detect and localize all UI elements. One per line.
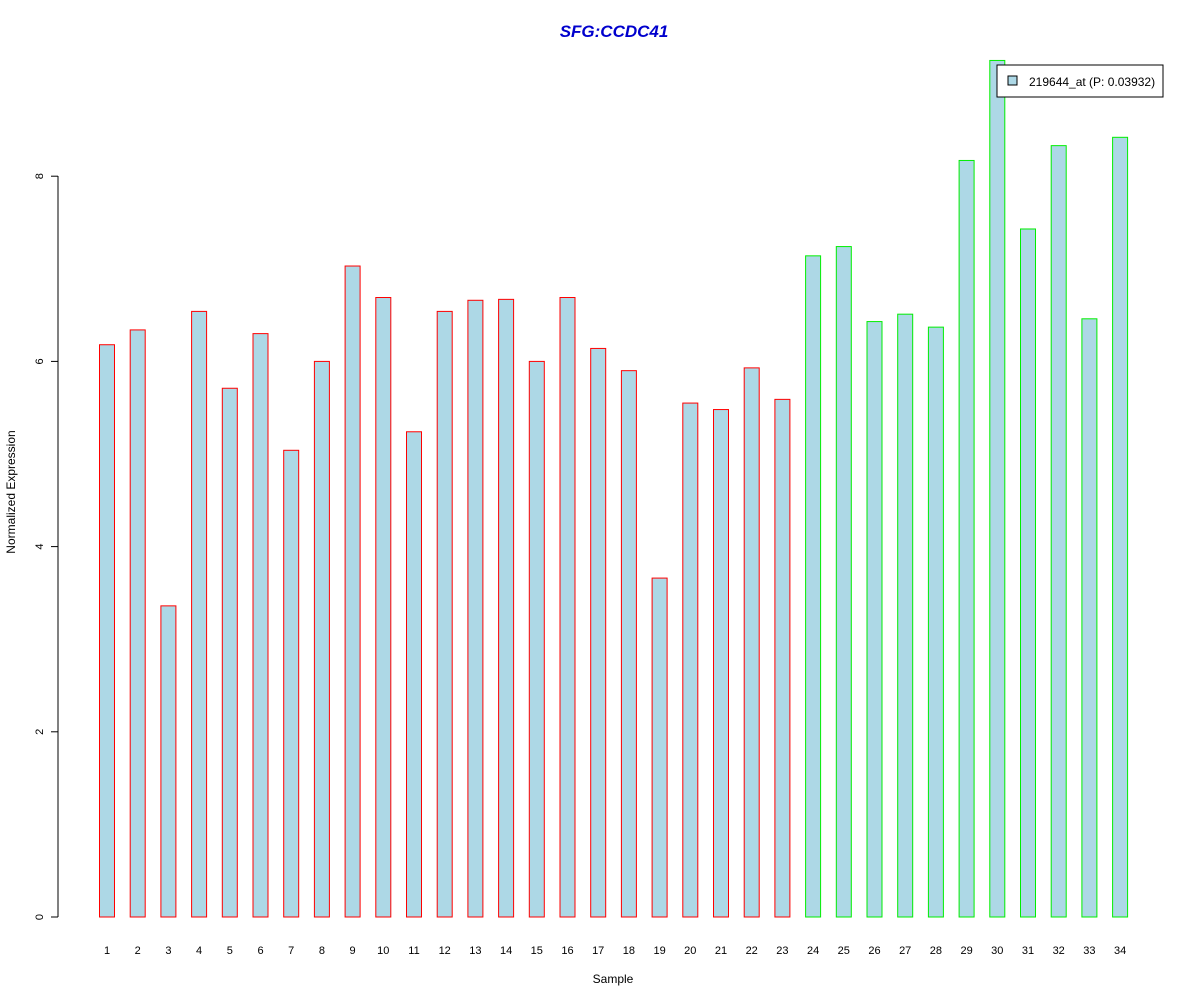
bar-sample-18 [620,370,637,918]
x-tick-label: 18 [623,945,635,957]
bar-sample-33 [1081,318,1098,918]
x-tick-label: 33 [1083,945,1095,957]
bar-sample-6 [252,333,269,918]
bar-sample-20 [682,402,699,918]
x-tick-label: 28 [930,945,942,957]
bar-sample-30 [989,59,1006,918]
x-tick-label: 9 [350,945,356,957]
y-tick-label: 6 [34,358,46,364]
x-tick-label: 31 [1022,945,1034,957]
bar-sample-14 [498,298,515,918]
x-tick-label: 4 [196,945,202,957]
bar-sample-12 [436,310,453,918]
legend: 219644_at (P: 0.03932) [996,64,1164,98]
x-tick-label: 20 [684,945,696,957]
legend-box [996,64,1164,98]
bar-sample-15 [528,360,545,918]
x-tick-label: 27 [899,945,911,957]
x-tick-label: 2 [135,945,141,957]
bar-sample-13 [467,299,484,918]
x-tick-label: 14 [500,945,512,957]
x-tick-label: 26 [868,945,880,957]
x-tick-label: 5 [227,945,233,957]
bar-sample-24 [805,255,822,918]
x-tick-label: 10 [377,945,389,957]
x-tick-label: 1 [104,945,110,957]
y-tick-label: 8 [34,173,46,179]
bar-sample-28 [927,326,944,918]
x-tick-label: 19 [653,945,665,957]
y-axis-label: Normalized Expression [4,430,18,553]
bar-sample-29 [958,159,975,918]
x-tick-label: 7 [288,945,294,957]
bar-sample-23 [774,398,791,918]
bar-sample-3 [160,605,177,918]
x-tick-label: 6 [257,945,263,957]
y-tick-label: 4 [34,544,46,550]
bar-sample-9 [344,265,361,918]
bar-sample-25 [835,246,852,918]
x-tick-label: 13 [469,945,481,957]
x-tick-label: 30 [991,945,1003,957]
x-tick-label: 34 [1114,945,1126,957]
bar-sample-32 [1050,145,1067,918]
bar-sample-31 [1020,228,1036,918]
x-tick-labels: 1 2 3 4 5 6 7 8 9 10 11 12 13 14 15 16 17 18 19 20 21 22 23 24 2… [104,945,1126,957]
bar-sample-19 [651,577,668,918]
bar-sample-17 [590,347,607,918]
bar-sample-1 [99,344,115,918]
chart-title: SFG:CCDC41 [560,22,669,41]
x-tick-label: 25 [838,945,850,957]
bar-sample-26 [866,321,883,918]
bar-sample-10 [375,297,392,918]
x-tick-label: 22 [746,945,758,957]
bars [99,59,1129,918]
x-tick-label: 16 [561,945,573,957]
x-tick-label: 3 [165,945,171,957]
x-tick-label: 15 [531,945,543,957]
x-tick-label: 11 [408,945,419,957]
x-tick-label: 17 [592,945,604,957]
x-tick-label: 32 [1053,945,1065,957]
legend-label: 219644_at (P: 0.03932) [1029,75,1155,89]
x-tick-label: 21 [715,945,727,957]
y-axis: 0 2 4 6 8 [34,173,59,920]
bar-sample-8 [313,360,330,918]
bar-sample-5 [221,387,238,918]
x-tick-label: 24 [807,945,819,957]
x-axis-label: Sample [593,972,634,986]
bar-sample-2 [129,329,146,918]
x-tick-label: 29 [960,945,972,957]
bar-sample-22 [743,367,760,918]
x-tick-label: 23 [776,945,788,957]
bar-sample-4 [191,310,208,918]
x-tick-label: 8 [319,945,325,957]
bar-sample-34 [1112,136,1129,918]
bar-sample-11 [406,431,422,918]
bar-sample-16 [559,297,576,918]
y-tick-label: 0 [34,914,46,920]
x-tick-label: 12 [439,945,451,957]
y-tick-label: 2 [34,729,46,735]
bar-sample-27 [897,313,914,918]
bar-sample-21 [713,409,729,918]
bar-sample-7 [283,449,300,918]
legend-swatch [1007,75,1018,86]
